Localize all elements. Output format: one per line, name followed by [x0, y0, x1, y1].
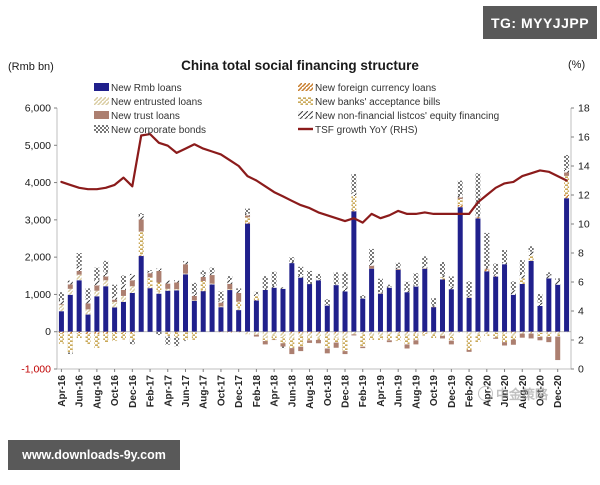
svg-text:Feb-18: Feb-18 — [252, 375, 263, 408]
left-axis-unit: (Rmb bn) — [8, 61, 54, 73]
fx-swatch-icon — [298, 83, 313, 94]
legend-item-bonds: New corporate bonds — [94, 125, 206, 136]
legend-label: New foreign currency loans — [315, 83, 437, 94]
svg-text:8: 8 — [578, 248, 584, 260]
svg-text:1,000: 1,000 — [25, 289, 51, 301]
svg-text:Jun-20: Jun-20 — [500, 375, 511, 408]
legend-label: New trust loans — [111, 111, 180, 122]
bills-swatch-icon — [298, 97, 313, 108]
tsf-swatch-icon — [298, 125, 313, 136]
legend-label: New entrusted loans — [111, 97, 203, 108]
svg-text:5,000: 5,000 — [25, 140, 51, 152]
legend-item-trust: New trust loans — [94, 111, 180, 122]
watermark-text: 中金策略 — [496, 387, 549, 402]
legend-label: New banks' acceptance bills — [315, 97, 441, 108]
svg-text:4,000: 4,000 — [25, 177, 51, 189]
svg-text:Jun-18: Jun-18 — [287, 375, 298, 408]
right-axis-unit: (%) — [568, 59, 586, 71]
svg-text:Feb-20: Feb-20 — [465, 375, 476, 408]
legend-item-tsf: TSF growth YoY (RHS) — [298, 125, 418, 136]
svg-text:Apr-17: Apr-17 — [163, 375, 174, 407]
legend-label: New non-financial listcos' equity financ… — [315, 111, 500, 122]
x-axis-labels: Apr-16 Jun-16 Aug-16 Oct-16 Dec-16 Feb-17 Apr-… — [57, 369, 564, 409]
svg-text:3,000: 3,000 — [25, 214, 51, 226]
svg-text:Dec-18: Dec-18 — [341, 375, 352, 408]
svg-text:Oct-18: Oct-18 — [323, 375, 334, 407]
bars-fx — [58, 194, 570, 334]
legend-item-fx: New foreign currency loans — [298, 83, 436, 94]
svg-text:10: 10 — [578, 219, 590, 231]
svg-text:Dec-16: Dec-16 — [128, 375, 139, 408]
svg-text:18: 18 — [578, 103, 590, 115]
svg-text:Aug-17: Aug-17 — [199, 375, 210, 409]
rmb-swatch-icon — [94, 83, 109, 94]
svg-text:Oct-20: Oct-20 — [535, 375, 546, 407]
watermark-logo-icon — [478, 386, 493, 401]
svg-text:4: 4 — [578, 306, 584, 318]
website-badge: www.downloads-9y.com — [8, 440, 180, 470]
svg-text:Aug-18: Aug-18 — [305, 375, 316, 409]
legend-label: New corporate bonds — [111, 125, 207, 136]
legend-item-rmb: New Rmb loans — [94, 83, 182, 94]
bars-rmb — [58, 198, 570, 332]
svg-text:14: 14 — [578, 161, 590, 173]
svg-text:Oct-17: Oct-17 — [216, 375, 227, 407]
svg-text:Feb-19: Feb-19 — [358, 375, 369, 408]
svg-text:12: 12 — [578, 190, 590, 202]
svg-text:Aug-19: Aug-19 — [411, 375, 422, 409]
svg-text:0: 0 — [45, 326, 51, 338]
svg-text:Dec-19: Dec-19 — [447, 375, 458, 408]
chart-title: China total social financing structure — [181, 58, 419, 73]
legend-item-equity: New non-financial listcos' equity financ… — [297, 110, 500, 122]
svg-text:6,000: 6,000 — [25, 103, 51, 115]
watermark: 中金策略 — [478, 384, 548, 403]
entrusted-swatch-icon — [94, 97, 109, 108]
svg-text:Jun-16: Jun-16 — [75, 375, 86, 408]
bars-entrusted — [58, 254, 570, 339]
svg-text:Feb-17: Feb-17 — [146, 375, 157, 408]
svg-text:Oct-16: Oct-16 — [110, 375, 121, 407]
telegram-badge: TG: MYYJJPP — [483, 6, 597, 39]
svg-text:Oct-19: Oct-19 — [429, 375, 440, 407]
bars-trust — [58, 172, 570, 361]
legend-label: New Rmb loans — [111, 83, 182, 94]
axes — [56, 108, 572, 370]
svg-text:2,000: 2,000 — [25, 252, 51, 264]
left-axis-ticks: 6,000 5,000 4,000 3,000 2,000 1,000 0 -1,000 — [21, 103, 57, 376]
equity-swatch-icon — [297, 110, 314, 122]
bars-bonds — [58, 154, 570, 355]
svg-text:6: 6 — [578, 277, 584, 289]
svg-text:Apr-16: Apr-16 — [57, 375, 68, 407]
legend-item-bills: New banks' acceptance bills — [298, 97, 440, 108]
svg-text:Apr-18: Apr-18 — [270, 375, 281, 407]
bonds-swatch-icon — [94, 125, 109, 136]
bars-equity — [58, 168, 570, 307]
svg-text:-1,000: -1,000 — [21, 364, 51, 376]
svg-text:Dec-17: Dec-17 — [234, 375, 245, 408]
svg-text:Aug-16: Aug-16 — [92, 375, 103, 409]
svg-text:Dec-20: Dec-20 — [553, 375, 564, 408]
trust-swatch-icon — [94, 111, 109, 122]
bars-bills — [58, 175, 570, 353]
legend-label: TSF growth YoY (RHS) — [315, 125, 418, 136]
svg-text:2: 2 — [578, 335, 584, 347]
svg-text:Aug-20: Aug-20 — [518, 375, 529, 409]
svg-text:Apr-19: Apr-19 — [376, 375, 387, 407]
tsf-growth-line — [60, 133, 568, 224]
right-axis-ticks: 18 16 14 12 10 8 6 4 2 0 — [571, 103, 590, 376]
svg-text:Jun-17: Jun-17 — [181, 375, 192, 408]
svg-text:0: 0 — [578, 364, 584, 376]
legend-item-entrusted: New entrusted loans — [94, 97, 202, 108]
svg-text:16: 16 — [578, 132, 590, 144]
svg-text:Jun-19: Jun-19 — [394, 375, 405, 408]
